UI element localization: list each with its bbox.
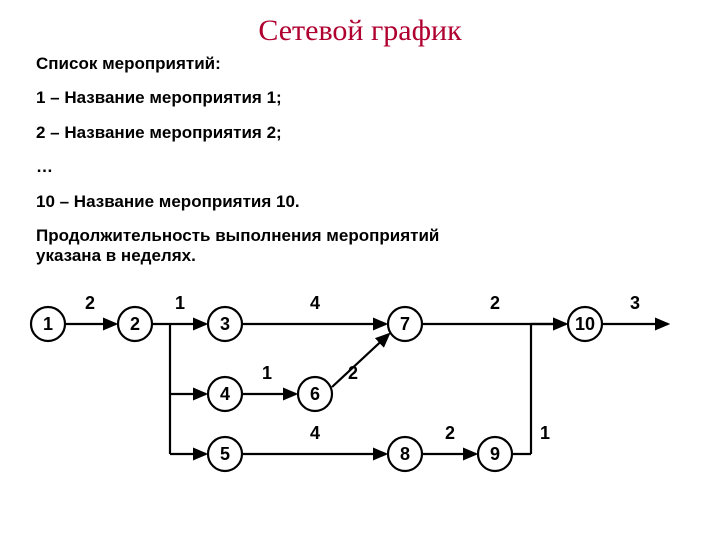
list-item: 1 – Название мероприятия 1; <box>36 88 720 108</box>
svg-text:4: 4 <box>310 423 320 443</box>
svg-text:1: 1 <box>540 423 550 443</box>
svg-text:2: 2 <box>490 293 500 313</box>
svg-text:7: 7 <box>400 314 410 334</box>
svg-text:2: 2 <box>445 423 455 443</box>
svg-text:2: 2 <box>348 363 358 383</box>
svg-text:10: 10 <box>575 314 595 334</box>
list-heading: Список мероприятий: <box>36 54 720 74</box>
svg-text:2: 2 <box>130 314 140 334</box>
network-diagram: 2 1 4 2 1 2 4 2 1 3 1 2 3 4 5 6 7 8 9 10 <box>0 284 720 529</box>
activity-list: Список мероприятий: 1 – Название меропри… <box>36 54 720 267</box>
svg-text:4: 4 <box>310 293 320 313</box>
svg-text:1: 1 <box>175 293 185 313</box>
svg-text:9: 9 <box>490 444 500 464</box>
svg-text:1: 1 <box>262 363 272 383</box>
svg-text:5: 5 <box>220 444 230 464</box>
svg-text:8: 8 <box>400 444 410 464</box>
list-ellipsis: … <box>36 157 720 177</box>
list-item: 2 – Название мероприятия 2; <box>36 123 720 143</box>
duration-note: Продолжительность выполнения мероприятий… <box>36 226 720 267</box>
list-item: 10 – Название мероприятия 10. <box>36 192 720 212</box>
svg-text:4: 4 <box>220 384 230 404</box>
svg-text:1: 1 <box>43 314 53 334</box>
svg-text:6: 6 <box>310 384 320 404</box>
page-title: Сетевой график <box>0 14 720 48</box>
svg-text:3: 3 <box>220 314 230 334</box>
svg-text:3: 3 <box>630 293 640 313</box>
svg-text:2: 2 <box>85 293 95 313</box>
